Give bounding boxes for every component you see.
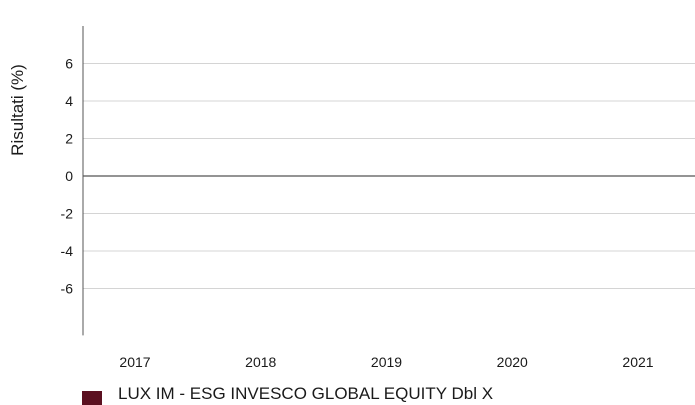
x-tick-label: 2018 [245,354,276,370]
legend: LUX IM - ESG INVESCO GLOBAL EQUITY Dbl X [82,384,493,405]
x-tick-label: 2021 [622,354,653,370]
x-tick-labels: 2017 2018 2019 2020 2021 [119,354,653,370]
grid-lines [83,63,695,289]
y-tick-label: 6 [65,56,73,72]
x-tick-label: 2020 [497,354,528,370]
y-tick-label: -4 [61,243,74,259]
y-axis-title: Risultati (%) [8,64,27,156]
y-tick-labels: 6 4 2 0 -2 -4 -6 [61,56,74,297]
y-tick-label: 0 [65,168,73,184]
x-tick-label: 2017 [119,354,150,370]
y-tick-label: -6 [61,281,74,297]
y-tick-label: 4 [65,93,73,109]
y-tick-label: -2 [61,206,74,222]
legend-swatch [82,391,102,405]
x-tick-label: 2019 [371,354,402,370]
legend-label: LUX IM - ESG INVESCO GLOBAL EQUITY Dbl X [118,384,493,403]
y-tick-label: 2 [65,131,73,147]
